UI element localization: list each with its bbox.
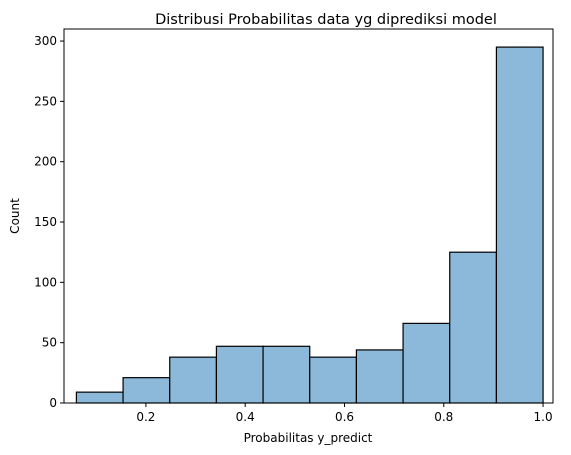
x-tick-label: 1.0 — [534, 410, 553, 424]
y-tick-label: 300 — [34, 34, 57, 48]
y-axis-ticks: 0 50 100 150 200 250 300 — [34, 34, 64, 410]
x-axis-label: Probabilitas y_predict — [244, 431, 373, 445]
x-tick-label: 0.2 — [136, 410, 155, 424]
histogram-bar-2 — [122, 377, 171, 404]
y-tick-label: 250 — [34, 94, 57, 108]
x-tick-label: 0.8 — [434, 410, 453, 424]
y-tick-label: 0 — [49, 396, 57, 410]
x-axis-ticks: 0.2 0.4 0.6 0.8 1.0 — [136, 403, 553, 424]
histogram-bar-8 — [402, 322, 451, 404]
chart-title: Distribusi Probabilitas data yg dipredik… — [155, 12, 497, 28]
histogram-bar-6 — [309, 356, 358, 404]
histogram-bar-5 — [262, 345, 311, 404]
histogram-bar-4 — [215, 345, 264, 404]
y-tick-label: 150 — [34, 215, 57, 229]
histogram-bar-3 — [169, 356, 218, 404]
y-tick-label: 200 — [34, 155, 57, 169]
x-tick-label: 0.4 — [236, 410, 255, 424]
histogram-bar-10 — [495, 46, 544, 404]
histogram-bar-1 — [75, 391, 124, 404]
x-tick-label: 0.6 — [335, 410, 354, 424]
y-tick-label: 100 — [34, 275, 57, 289]
histogram-bar-7 — [355, 349, 404, 404]
y-tick-label: 50 — [42, 336, 57, 350]
bars-group — [75, 46, 544, 404]
histogram-bar-9 — [449, 251, 498, 404]
y-axis-label: Count — [8, 198, 22, 234]
plot-frame — [63, 28, 554, 404]
